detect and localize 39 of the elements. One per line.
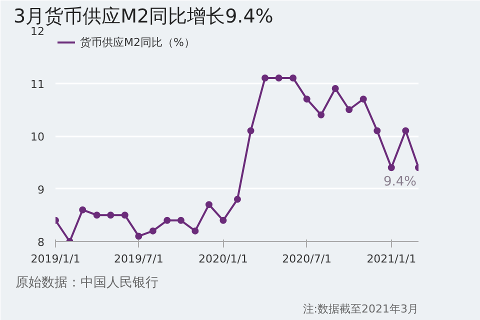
legend-label: 货币供应M2同比（%）: [80, 34, 195, 50]
x-tick-label: 2020/7/1: [282, 252, 332, 266]
point: [205, 201, 212, 208]
point: [149, 227, 156, 234]
point: [135, 232, 142, 240]
annotation: 9.4%: [383, 174, 417, 190]
y-tick-label: 9: [38, 183, 44, 196]
y-tick-label: 12: [30, 25, 45, 38]
x-tick-label: 2019/1/1: [30, 252, 80, 266]
point: [275, 74, 282, 82]
point: [107, 212, 114, 219]
y-tick-label: 8: [38, 236, 44, 249]
point: [332, 85, 339, 92]
y-tick-label: 11: [30, 78, 45, 91]
point: [374, 127, 381, 134]
point: [262, 74, 269, 82]
point: [164, 216, 171, 224]
point: [121, 212, 128, 219]
point: [290, 74, 297, 82]
point: [360, 96, 367, 103]
point: [318, 111, 325, 118]
point: [247, 127, 254, 134]
point: [177, 216, 184, 224]
point: [220, 216, 227, 224]
x-tick-label: 2021/1/1: [366, 252, 416, 266]
text: 原始数据：中国人民银行: [16, 276, 158, 290]
x-tick-label: 2020/1/1: [198, 252, 248, 266]
point: [79, 206, 86, 214]
point: [93, 212, 100, 219]
point: [388, 164, 395, 172]
x-tick-label: 2019/7/1: [114, 252, 164, 266]
point: [346, 106, 353, 114]
point: [192, 227, 199, 234]
point: [234, 196, 241, 203]
point: [303, 96, 310, 103]
point: [402, 127, 410, 134]
text: 注:数据截至2021年3月: [302, 302, 419, 316]
y-tick-label: 10: [30, 130, 45, 144]
chart-title: 3月货币供应M2同比增长9.4%: [14, 6, 274, 28]
